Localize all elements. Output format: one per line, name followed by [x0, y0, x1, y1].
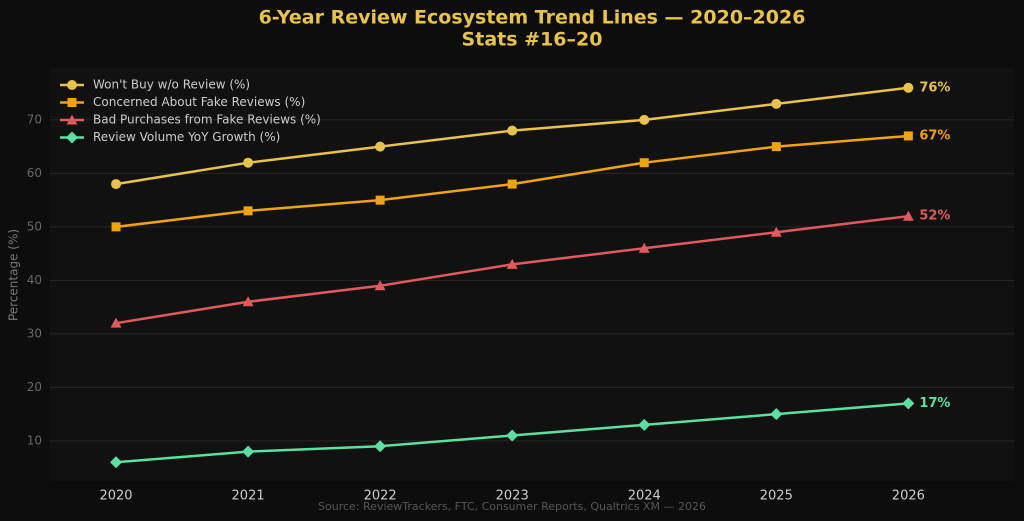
x-tick-label: 2024	[628, 489, 661, 504]
legend-label: Won't Buy w/o Review (%)	[93, 78, 250, 92]
x-tick-label: 2026	[892, 489, 925, 504]
legend-marker	[67, 80, 77, 90]
point-marker	[639, 158, 649, 168]
point-marker	[639, 114, 650, 125]
legend-marker	[66, 114, 78, 125]
end-label: 52%	[919, 209, 950, 224]
point-marker	[770, 408, 783, 421]
y-tick-label: 50	[27, 219, 42, 233]
point-marker	[507, 125, 518, 136]
point-marker	[375, 195, 385, 205]
point-marker	[374, 440, 387, 453]
chart-title: 6-Year Review Ecosystem Trend Lines — 20…	[259, 7, 806, 29]
point-marker	[375, 141, 386, 152]
point-marker	[903, 82, 914, 93]
point-marker	[242, 296, 254, 307]
point-marker	[374, 280, 386, 291]
x-tick-label: 2025	[760, 489, 793, 504]
legend-label: Review Volume YoY Growth (%)	[93, 130, 280, 144]
end-label: 76%	[919, 80, 950, 95]
point-marker	[243, 157, 254, 168]
legend-marker	[66, 131, 78, 144]
y-axis-label: Percentage (%)	[7, 229, 21, 321]
y-tick-label: 40	[27, 273, 42, 287]
point-marker	[638, 418, 651, 431]
point-marker	[638, 242, 650, 253]
point-marker	[506, 258, 518, 269]
y-tick-label: 10	[27, 433, 42, 447]
x-tick-label: 2022	[364, 489, 397, 504]
point-marker	[507, 179, 517, 189]
end-label: 17%	[919, 396, 950, 411]
point-marker	[903, 131, 913, 141]
chart-subtitle: Stats #16–20	[462, 29, 603, 51]
y-tick-label: 30	[27, 326, 42, 340]
point-marker	[243, 206, 253, 216]
y-tick-label: 60	[27, 166, 42, 180]
legend-label: Concerned About Fake Reviews (%)	[93, 95, 305, 109]
source-note: Source: ReviewTrackers, FTC, Consumer Re…	[318, 500, 706, 513]
plot-area	[50, 68, 1014, 481]
point-marker	[771, 98, 782, 109]
x-tick-label: 2020	[99, 489, 132, 504]
x-tick-label: 2021	[232, 489, 265, 504]
legend-label: Bad Purchases from Fake Reviews (%)	[93, 113, 321, 127]
point-marker	[110, 456, 123, 469]
point-marker	[506, 429, 519, 442]
point-marker	[111, 222, 121, 232]
point-marker	[902, 397, 915, 410]
point-marker	[770, 226, 782, 237]
y-tick-label: 70	[27, 112, 42, 126]
x-tick-label: 2023	[496, 489, 529, 504]
y-tick-label: 20	[27, 380, 42, 394]
legend-marker	[67, 98, 77, 107]
point-marker	[110, 317, 122, 328]
end-label: 67%	[919, 128, 950, 143]
point-marker	[771, 142, 781, 152]
point-marker	[902, 210, 914, 221]
point-marker	[242, 445, 255, 458]
point-marker	[111, 179, 122, 190]
